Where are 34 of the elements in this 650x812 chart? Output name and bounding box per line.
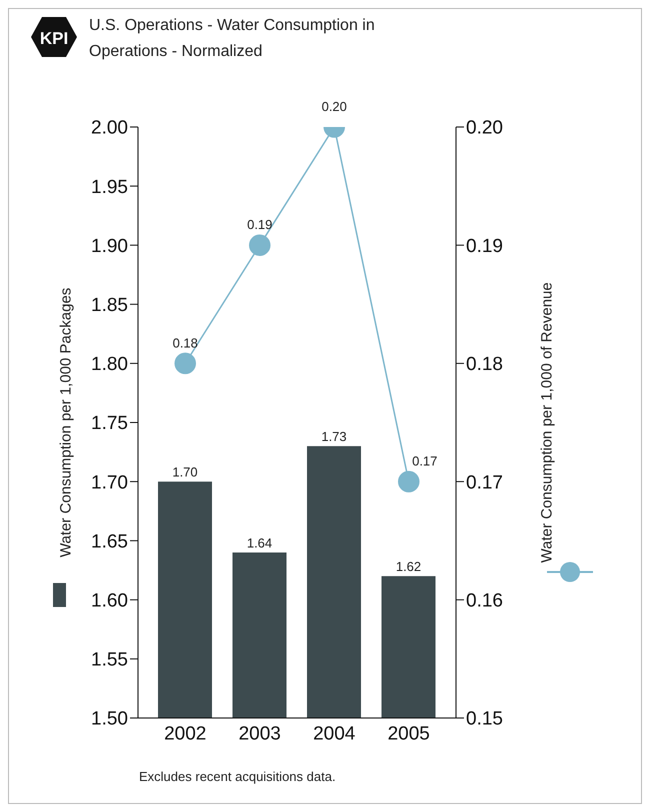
y-axis-title: Water Consumption per 1,000 Packages [57,288,74,558]
y-tick-label: 1.90 [91,236,128,257]
data-label: 0.18 [172,335,198,350]
y-tick-label: 1.60 [91,590,128,612]
hexagon-badge-icon: KPI [31,17,77,57]
data-label: 1.70 [172,464,198,480]
y-tick-label: 1.85 [91,295,128,316]
x-tick-label: 2005 [388,723,430,744]
data-label: 1.62 [396,559,422,574]
x-tick-label: 2003 [238,723,281,744]
data-label: 0.17 [412,454,438,469]
y-tick-label: 1.65 [91,531,128,552]
y-tick-label: 1.95 [91,176,128,198]
x-tick-label: 2002 [164,723,206,744]
y2-tick-label: 0.19 [466,236,503,257]
data-label: 0.20 [322,99,347,114]
x-tick-label: 2004 [313,723,356,744]
data-label: 1.64 [246,536,272,551]
y-tick-label: 1.75 [91,413,128,434]
y2-tick-label: 0.20 [466,118,503,139]
chart-title: U.S. Operations - Water Consumption in Operations - Normalized [89,16,376,62]
data-label: 0.19 [247,217,272,232]
data-label: 1.73 [321,429,347,444]
y2-tick-label: 0.18 [466,354,503,376]
y-tick-label: 2.00 [91,118,128,139]
y2-axis-title: Water Consumption per 1,000 of Revenue [538,282,556,563]
y2-tick-label: 0.17 [466,472,503,494]
y2-tick-label: 0.15 [466,708,503,730]
y-tick-label: 1.55 [91,650,128,671]
text: Excludes recent acquisitions data. [139,769,336,784]
y-tick-label: 1.80 [91,354,128,376]
y-tick-label: 1.50 [91,708,128,730]
y2-tick-label: 0.16 [466,590,503,612]
y-tick-label: 1.70 [91,472,128,494]
